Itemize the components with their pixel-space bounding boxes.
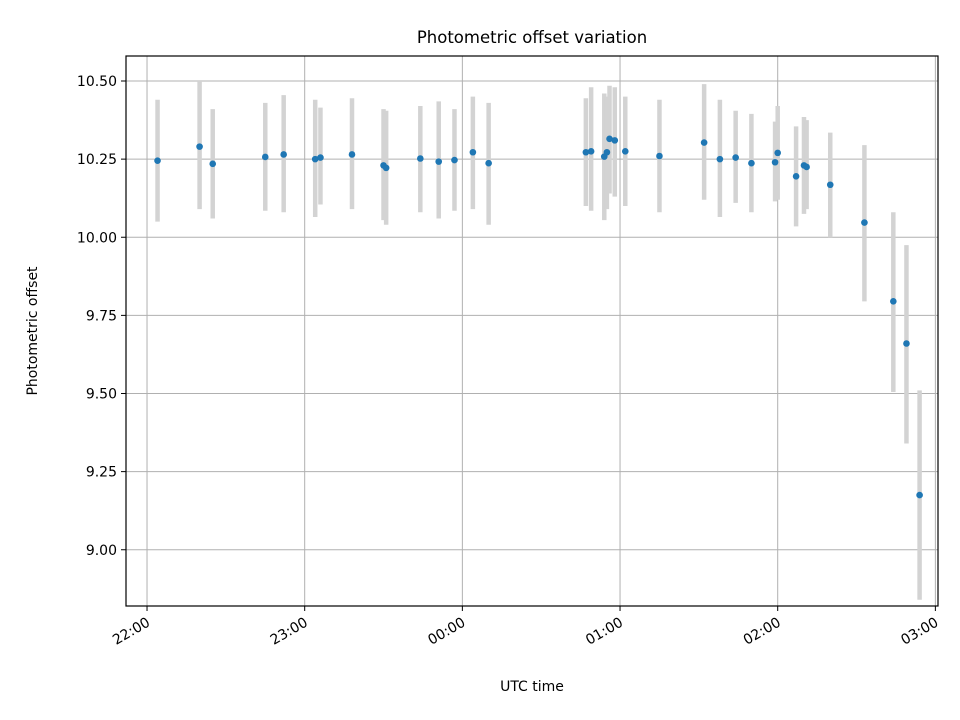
data-point [280,151,287,158]
data-point [311,155,319,163]
data-point [317,154,324,161]
data-point [732,154,739,161]
data-point [382,164,390,172]
data-point [603,148,611,156]
y-tick-label: 10.25 [77,152,117,168]
data-point [485,159,492,167]
data-point [435,158,443,165]
y-tick-label: 10.00 [77,230,117,246]
data-point [582,148,590,156]
data-points [154,135,923,499]
data-point [716,155,724,163]
plot-frame [125,55,939,607]
data-point [469,148,477,156]
data-point [261,153,269,161]
data-point [826,181,834,189]
data-point [621,148,629,155]
data-point [771,158,779,166]
data-point [903,340,910,347]
data-point [748,159,755,167]
data-point [348,151,356,158]
data-point [774,149,782,157]
data-point [209,160,217,168]
y-tick-label: 10.50 [77,74,117,90]
data-point [611,137,619,144]
chart-title: Photometric offset variation [417,28,647,47]
y-tick-label: 9.25 [86,465,117,481]
y-tick-label: 9.00 [86,543,117,559]
y-axis-title: Photometric offset [25,266,41,396]
data-point [417,155,424,162]
data-point [196,143,203,150]
data-point [606,135,613,143]
data-point [656,152,663,160]
data-point [890,298,897,305]
data-point [861,219,868,226]
data-point [803,163,810,171]
data-point [451,156,458,164]
data-point [916,491,923,499]
data-point [700,139,708,146]
data-point [154,157,161,164]
data-point [587,148,595,155]
y-tick-label: 9.75 [86,308,117,324]
y-tick-label: 9.50 [86,387,117,403]
x-axis-title: UTC time [500,679,564,695]
data-point [792,173,800,180]
